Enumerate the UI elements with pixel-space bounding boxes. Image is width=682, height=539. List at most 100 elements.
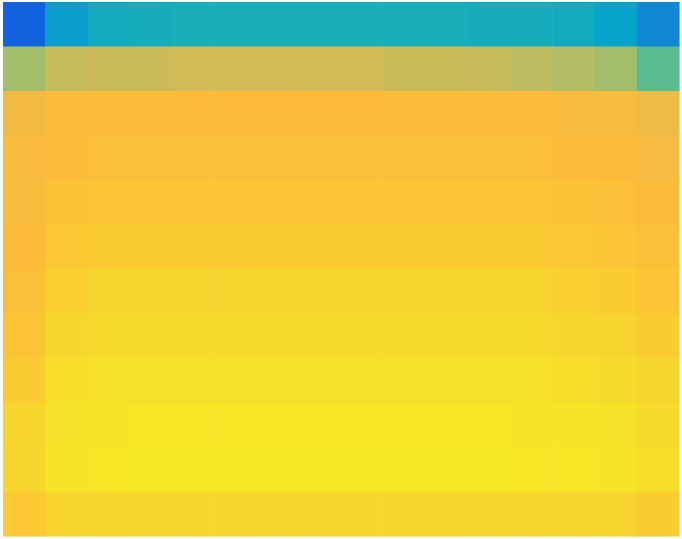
heat-cell <box>426 2 469 47</box>
heat-cell <box>510 358 553 403</box>
heat-cell <box>257 314 300 359</box>
heat-cell <box>510 47 553 92</box>
heat-cell <box>214 403 257 448</box>
heat-cell <box>172 314 215 359</box>
heat-cell <box>341 47 384 92</box>
heat-cell <box>383 225 426 270</box>
cells <box>3 2 680 537</box>
heat-cell <box>257 447 300 492</box>
heat-cell <box>510 403 553 448</box>
heat-cell <box>637 225 680 270</box>
heat-cell <box>637 447 680 492</box>
heat-cell <box>637 358 680 403</box>
heat-cell <box>383 47 426 92</box>
heat-cell <box>426 492 469 537</box>
heat-cell <box>130 314 173 359</box>
heat-cell <box>214 180 257 225</box>
heat-cell <box>257 136 300 181</box>
heat-cell <box>3 2 46 47</box>
heat-cell <box>426 225 469 270</box>
heat-cell <box>595 403 638 448</box>
heat-cell <box>172 492 215 537</box>
heat-cell <box>299 225 342 270</box>
heat-cell <box>299 47 342 92</box>
heat-cell <box>257 91 300 136</box>
heat-cell <box>637 492 680 537</box>
heat-cell <box>426 269 469 314</box>
heat-cell <box>130 492 173 537</box>
heat-cell <box>468 314 511 359</box>
heat-cell <box>88 403 131 448</box>
heat-cell <box>426 136 469 181</box>
heat-cell <box>468 136 511 181</box>
heat-cell <box>45 2 88 47</box>
heat-cell <box>257 492 300 537</box>
heat-cell <box>552 358 595 403</box>
heat-cell <box>426 47 469 92</box>
heat-cell <box>130 180 173 225</box>
heat-cell <box>130 47 173 92</box>
heat-cell <box>214 447 257 492</box>
heat-cell <box>637 136 680 181</box>
heat-cell <box>637 47 680 92</box>
heat-cell <box>45 314 88 359</box>
heat-cell <box>637 403 680 448</box>
heat-cell <box>510 447 553 492</box>
heat-cell <box>299 358 342 403</box>
heat-cell <box>510 91 553 136</box>
heat-cell <box>45 225 88 270</box>
heat-cell <box>426 91 469 136</box>
heat-cell <box>383 403 426 448</box>
heat-cell <box>3 47 46 92</box>
heat-cell <box>637 269 680 314</box>
heat-cell <box>595 447 638 492</box>
heat-cell <box>552 180 595 225</box>
heat-cell <box>299 91 342 136</box>
heat-cell <box>257 225 300 270</box>
heat-cell <box>3 269 46 314</box>
heat-cell <box>172 269 215 314</box>
heat-cell <box>214 492 257 537</box>
heat-cell <box>595 269 638 314</box>
heat-cell <box>88 225 131 270</box>
heat-cell <box>130 91 173 136</box>
heat-cell <box>214 269 257 314</box>
heat-cell <box>468 492 511 537</box>
heat-cell <box>88 314 131 359</box>
heat-cell <box>552 447 595 492</box>
heat-cell <box>341 314 384 359</box>
heat-cell <box>341 269 384 314</box>
heat-cell <box>510 269 553 314</box>
heat-cell <box>468 2 511 47</box>
heat-cell <box>552 492 595 537</box>
heat-cell <box>383 2 426 47</box>
heat-cell <box>510 180 553 225</box>
heat-cell <box>510 225 553 270</box>
heat-cell <box>88 447 131 492</box>
chart-container <box>0 0 682 539</box>
heatmap-svg <box>0 0 682 539</box>
heat-cell <box>552 2 595 47</box>
heat-cell <box>88 136 131 181</box>
heat-cell <box>257 403 300 448</box>
heat-cell <box>299 403 342 448</box>
heat-cell <box>257 2 300 47</box>
heat-cell <box>383 269 426 314</box>
heat-cell <box>510 492 553 537</box>
heat-cell <box>130 447 173 492</box>
heat-cell <box>172 447 215 492</box>
heat-cell <box>130 225 173 270</box>
heat-cell <box>383 314 426 359</box>
heat-cell <box>426 314 469 359</box>
heat-cell <box>341 136 384 181</box>
heat-cell <box>172 225 215 270</box>
heat-cell <box>552 403 595 448</box>
heat-cell <box>383 180 426 225</box>
heat-cell <box>299 180 342 225</box>
heat-cell <box>3 358 46 403</box>
heat-cell <box>130 136 173 181</box>
heat-cell <box>595 91 638 136</box>
heat-cell <box>468 91 511 136</box>
heat-cell <box>172 180 215 225</box>
heat-cell <box>637 180 680 225</box>
